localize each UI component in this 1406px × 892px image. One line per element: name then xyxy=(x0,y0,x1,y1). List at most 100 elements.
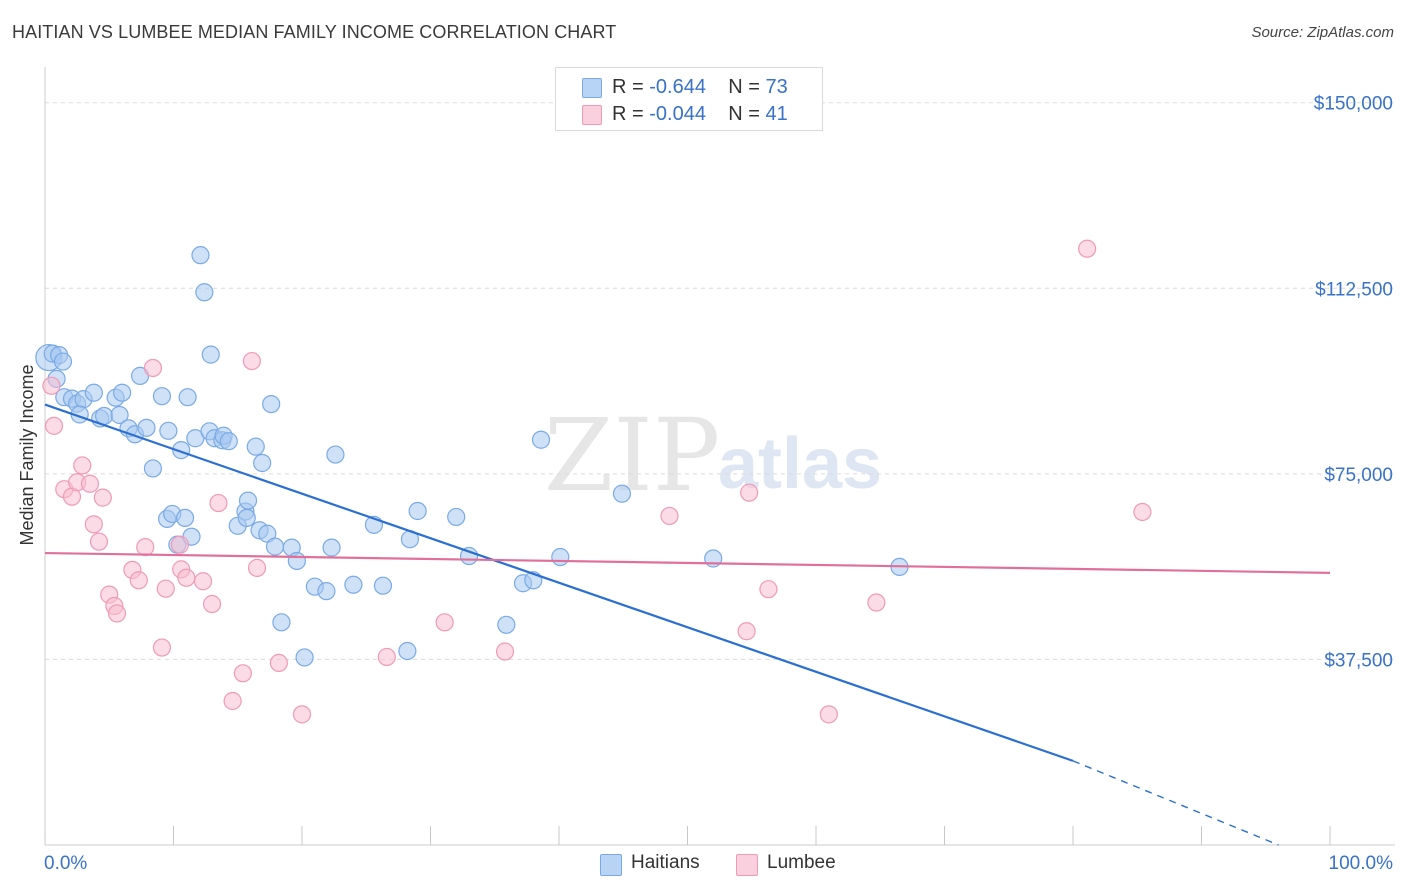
haitian-point xyxy=(159,421,178,440)
lumbee-point xyxy=(233,664,252,683)
lumbee-point xyxy=(1078,239,1097,258)
lumbee-point xyxy=(107,604,127,623)
lumbee-point xyxy=(136,538,155,557)
lumbee-point xyxy=(495,642,515,661)
legend-n-value-1: 73 xyxy=(765,76,788,98)
lumbee-point xyxy=(269,653,288,672)
y-axis-title: Median Family Income xyxy=(17,364,37,545)
haitian-point xyxy=(237,508,256,528)
lumbee-point xyxy=(819,705,838,724)
lumbee-point xyxy=(202,594,222,614)
lumbee-point xyxy=(89,532,109,551)
lumbee-point xyxy=(737,622,756,641)
haitian-point xyxy=(398,641,417,661)
haitian-point xyxy=(295,648,314,667)
bottom-legend-label-lumbee: Lumbee xyxy=(767,852,836,873)
axis-labels: $37,500 $75,000 $112,500 $150,000 0.0% 100.0%… xyxy=(17,94,1393,874)
haitian-point xyxy=(53,352,73,371)
bottom-legend-label-haitians: Haitians xyxy=(631,852,700,873)
haitian-point xyxy=(195,283,214,302)
x-tick-label: 100.0% xyxy=(1329,853,1394,874)
haitian-point xyxy=(110,405,129,425)
haitian-trend-line xyxy=(44,403,1074,762)
axes xyxy=(44,67,1395,846)
haitian-point xyxy=(447,507,466,527)
haitian-point xyxy=(531,430,551,449)
lumbee-point xyxy=(80,474,100,493)
haitian-point xyxy=(201,345,220,364)
lumbee-point xyxy=(170,535,190,554)
lumbee-point xyxy=(93,488,112,507)
lumbee-point xyxy=(193,572,213,591)
haitian-point xyxy=(551,547,570,567)
haitian-point xyxy=(612,484,632,503)
lumbee-point xyxy=(759,580,778,599)
chart-title: HAITIAN VS LUMBEE MEDIAN FAMILY INCOME C… xyxy=(12,22,617,42)
legend-n-label-2: N = xyxy=(728,103,760,125)
haitian-point xyxy=(191,246,210,265)
watermark: ZIP atlas xyxy=(544,397,882,514)
lumbee-point xyxy=(42,376,61,395)
haitian-point xyxy=(272,613,291,632)
y-tick-label: $37,500 xyxy=(1324,650,1393,671)
lumbee-point xyxy=(152,638,172,657)
legend-r-value-1: -0.644 xyxy=(649,76,706,98)
haitian-point xyxy=(497,615,516,634)
y-tick-label: $112,500 xyxy=(1315,279,1393,300)
watermark-zip: ZIP xyxy=(544,397,720,514)
haitian-point xyxy=(246,437,265,456)
lumbee-point xyxy=(129,571,148,590)
haitian-point xyxy=(84,383,103,402)
lumbee-point xyxy=(73,456,92,475)
haitian-point xyxy=(317,582,336,601)
lumbee-point xyxy=(660,506,679,526)
gridlines xyxy=(45,102,1395,660)
haitian-point xyxy=(112,383,132,402)
lumbee-point xyxy=(247,558,267,577)
lumbee-point xyxy=(740,483,759,502)
lumbee-point xyxy=(84,515,103,534)
haitian-point xyxy=(326,445,345,464)
haitian-point xyxy=(373,576,393,595)
y-tick-label: $75,000 xyxy=(1324,465,1393,486)
haitian-point xyxy=(238,491,258,510)
legend-r-label-1: R = xyxy=(612,76,644,98)
haitian-point xyxy=(344,575,363,594)
lumbee-point xyxy=(867,593,886,612)
correlation-legend: R = -0.644 N = 73 R = -0.044 N = 41 xyxy=(555,67,823,131)
haitian-point xyxy=(253,453,272,473)
haitian-point xyxy=(262,394,281,414)
haitian-point xyxy=(265,537,285,556)
legend-r-value-2: -0.044 xyxy=(649,103,706,125)
legend-swatch-haitians xyxy=(582,78,602,98)
bottom-legend-swatch-haitians xyxy=(600,854,622,876)
haitian-point xyxy=(178,388,197,407)
source-label: Source: ZipAtlas.com xyxy=(1251,24,1394,41)
haitian-point xyxy=(408,501,427,521)
y-tick-label: $150,000 xyxy=(1314,94,1393,115)
haitian-point xyxy=(322,538,341,557)
lumbee-point xyxy=(292,705,312,724)
lumbee-trend-line xyxy=(44,551,1331,574)
haitian-point xyxy=(219,432,238,451)
x-tick-label: 0.0% xyxy=(44,853,87,874)
lumbee-point xyxy=(44,416,64,435)
haitian-point xyxy=(137,418,156,437)
haitian-point xyxy=(287,551,306,571)
haitian-trend-extension xyxy=(1072,760,1279,846)
data-points xyxy=(35,239,1152,724)
lumbee-point xyxy=(177,568,196,587)
lumbee-point xyxy=(143,358,163,378)
bottom-legend-swatch-lumbee xyxy=(736,854,758,876)
lumbee-point xyxy=(223,691,242,711)
haitian-point xyxy=(152,387,172,406)
haitian-point xyxy=(175,508,195,528)
trend-lines xyxy=(44,403,1331,846)
lumbee-point xyxy=(242,351,261,371)
legend-swatch-lumbee xyxy=(582,105,602,125)
lumbee-point xyxy=(1133,502,1152,522)
lumbee-point xyxy=(377,647,396,667)
legend-n-value-2: 41 xyxy=(765,103,788,125)
lumbee-point xyxy=(435,613,454,632)
